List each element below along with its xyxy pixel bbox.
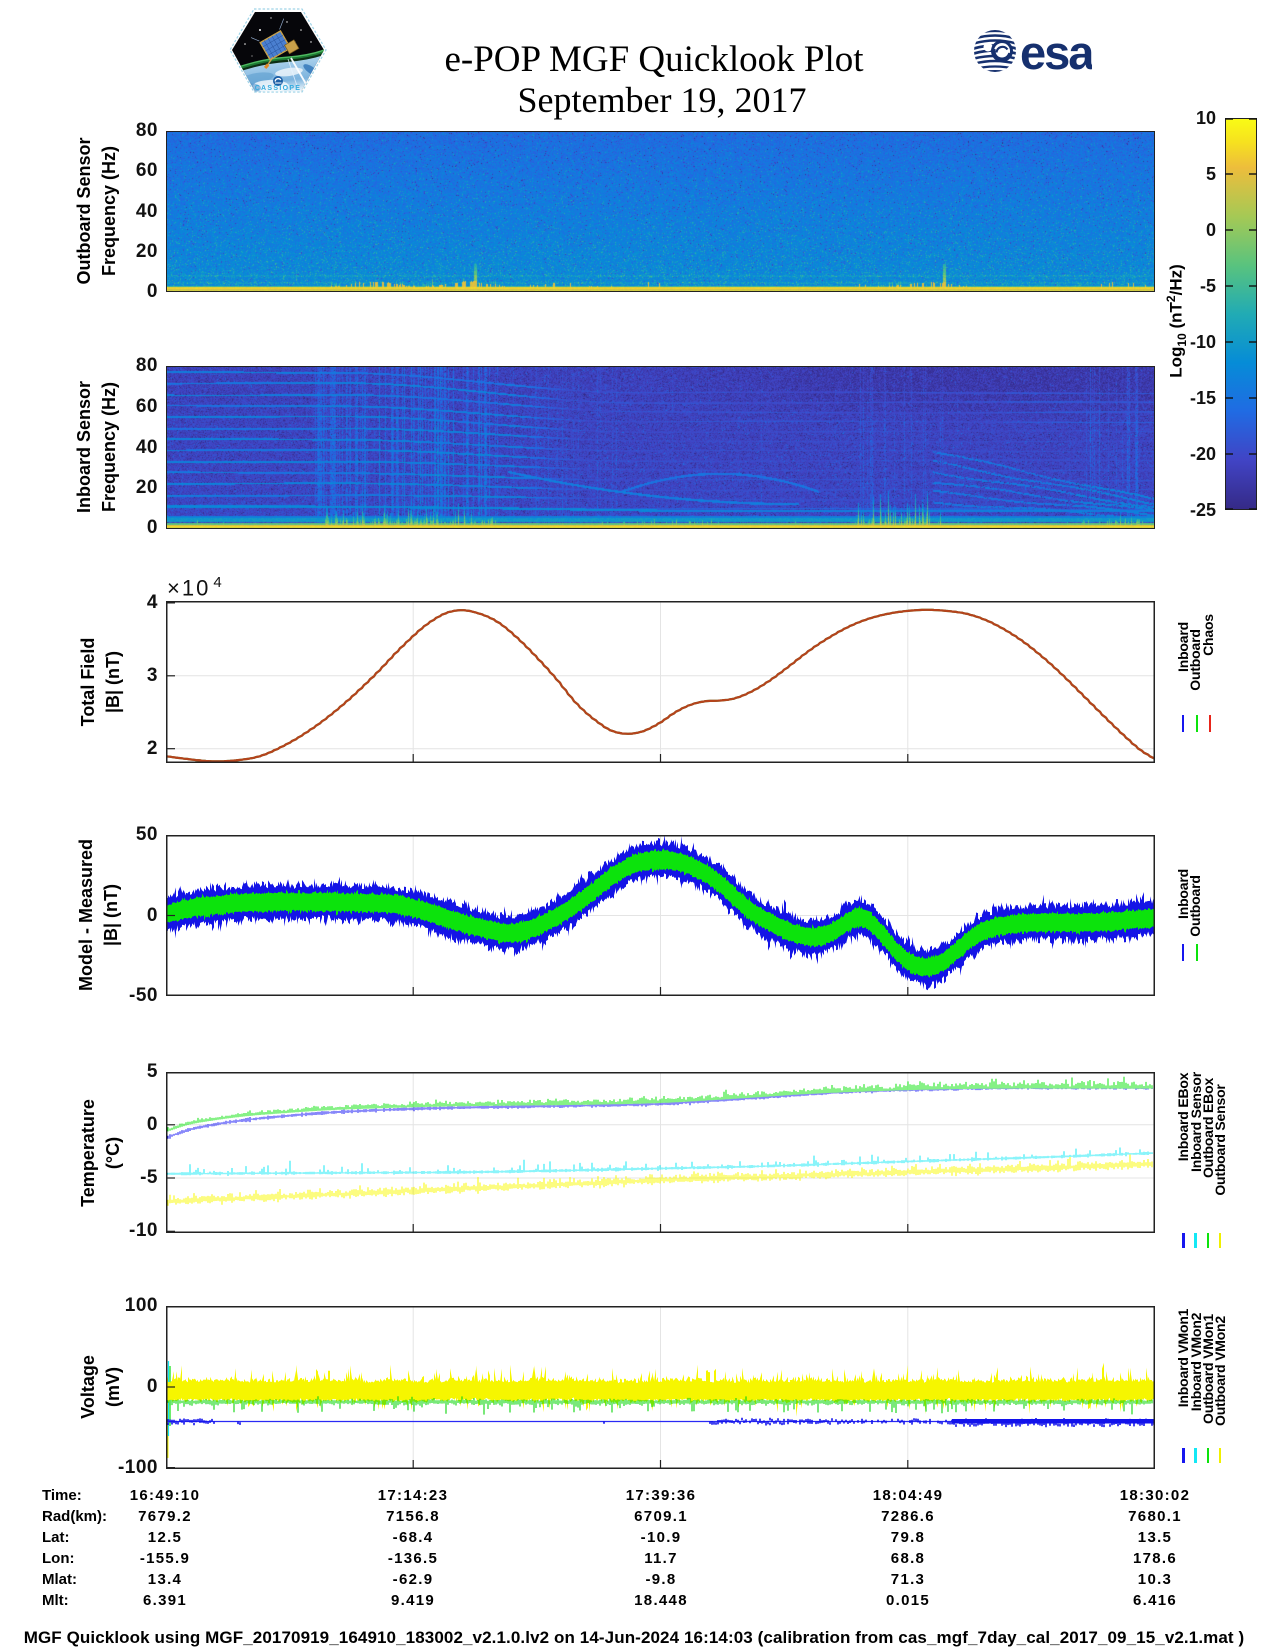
svg-text:CASSIOPE: CASSIOPE (255, 85, 302, 92)
svg-text:esa: esa (1020, 26, 1092, 76)
